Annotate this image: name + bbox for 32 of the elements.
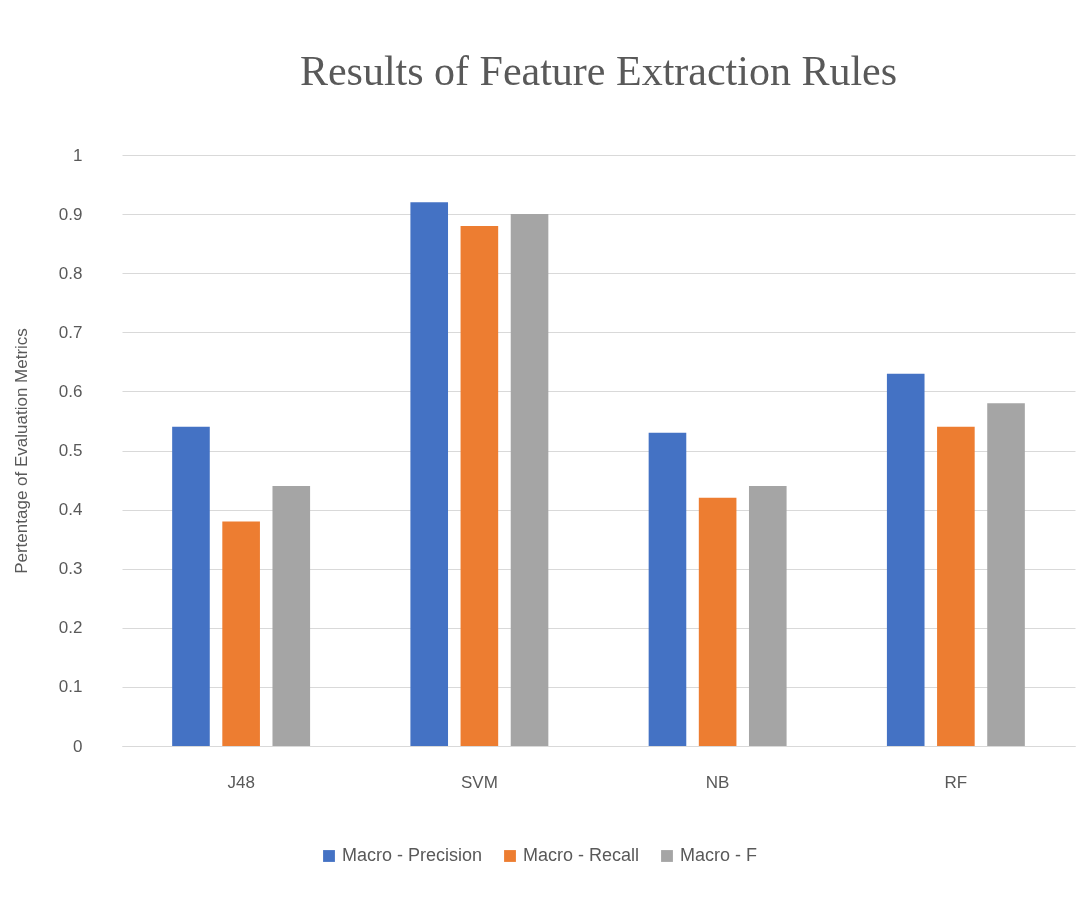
bar [410, 202, 449, 746]
bar [937, 426, 975, 746]
x-tick-label: NB [705, 772, 730, 792]
x-tick-label: SVM [460, 772, 498, 792]
y-tick-label: 0.5 [58, 441, 83, 460]
bar [272, 485, 311, 746]
bar [460, 225, 499, 746]
y-tick-label: 1 [73, 145, 83, 165]
legend-label: Macro - Precision [342, 845, 483, 865]
y-tick-label: 0.9 [58, 204, 83, 224]
legend-label: Macro - Recall [523, 845, 640, 865]
legend-label: Macro - F [680, 845, 758, 865]
y-tick-label: 0.3 [58, 559, 83, 579]
y-tick-label: 0.4 [58, 500, 83, 520]
bar [748, 485, 787, 746]
bar [510, 214, 549, 746]
bar [222, 521, 260, 746]
y-tick-label: 0 [73, 736, 83, 756]
x-tick-label: RF [944, 772, 968, 792]
bar [648, 432, 687, 746]
x-tick-label: J48 [227, 772, 255, 792]
chart-title: Results of Feature Extraction Rules [299, 48, 898, 94]
y-tick-label: 0.1 [58, 677, 83, 697]
bar [987, 403, 1025, 746]
bar [886, 373, 925, 746]
y-axis-title: Pertentage of Evaluation Metrics [11, 328, 31, 574]
bar [172, 426, 210, 746]
y-tick-label: 0.8 [58, 263, 83, 283]
y-tick-label: 0.7 [58, 322, 83, 342]
bar [698, 497, 737, 746]
y-tick-label: 0.6 [58, 381, 83, 401]
y-tick-label: 0.2 [58, 618, 83, 638]
